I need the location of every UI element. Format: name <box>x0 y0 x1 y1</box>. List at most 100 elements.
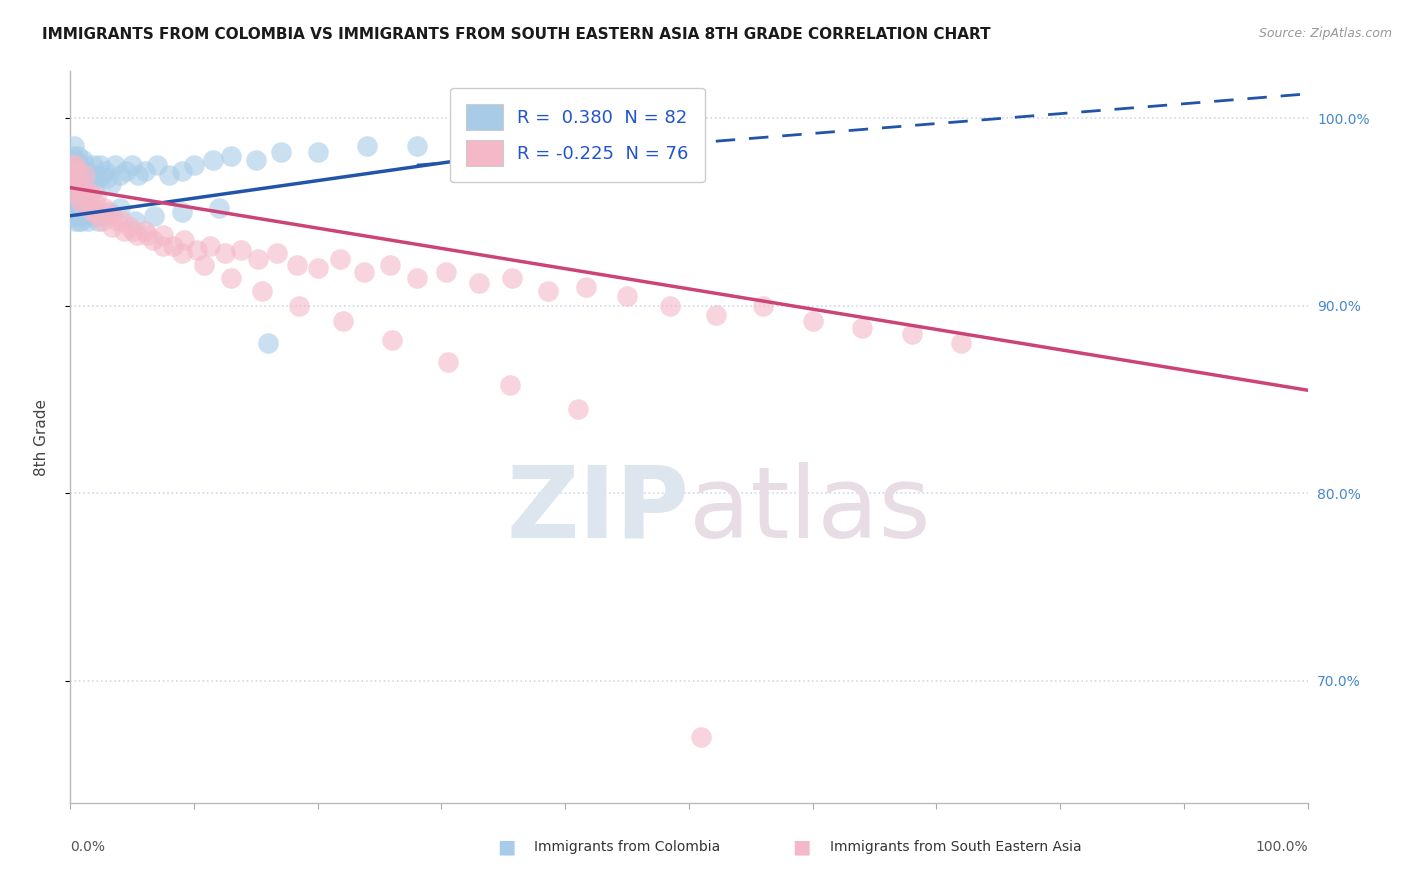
Point <box>86 214 108 228</box>
Point <box>76 201 98 215</box>
Point <box>704 308 727 322</box>
Point <box>332 314 354 328</box>
Point <box>186 243 208 257</box>
Point <box>405 139 427 153</box>
Point <box>257 336 280 351</box>
Point <box>118 220 141 235</box>
Point <box>75 209 97 223</box>
Point <box>65 168 87 182</box>
Point <box>121 158 143 172</box>
Point <box>75 190 97 204</box>
Point <box>193 258 215 272</box>
Point <box>65 153 87 167</box>
Point <box>76 186 98 201</box>
Point <box>69 177 91 191</box>
Point <box>219 149 242 163</box>
Point <box>288 299 311 313</box>
Point <box>201 153 224 167</box>
Point <box>67 158 90 172</box>
Text: ■: ■ <box>792 838 811 857</box>
Point <box>62 177 84 191</box>
Point <box>65 214 87 228</box>
Y-axis label: 8th Grade: 8th Grade <box>35 399 49 475</box>
Point <box>82 205 104 219</box>
Point <box>162 239 184 253</box>
Point <box>62 171 84 186</box>
Point <box>152 239 174 253</box>
Point <box>285 258 308 272</box>
Point <box>65 163 87 178</box>
Point <box>101 220 124 235</box>
Point <box>62 158 84 172</box>
Point <box>96 205 118 219</box>
Point <box>100 177 122 191</box>
Point <box>65 186 87 201</box>
Point <box>65 190 87 204</box>
Point <box>950 336 973 351</box>
Point <box>250 284 273 298</box>
Point <box>173 233 195 247</box>
Point <box>105 214 128 228</box>
Point <box>307 261 329 276</box>
Point <box>198 239 221 253</box>
Point <box>136 227 159 242</box>
Point <box>66 209 89 223</box>
Point <box>616 289 638 303</box>
Point <box>91 214 114 228</box>
Point <box>170 246 193 260</box>
Point <box>247 252 270 266</box>
Point <box>567 401 589 416</box>
Point <box>66 149 89 163</box>
Point <box>79 209 101 223</box>
Point <box>270 145 292 159</box>
Point <box>72 177 94 191</box>
Point <box>405 270 427 285</box>
Point <box>66 186 89 201</box>
Point <box>69 168 91 182</box>
Point <box>82 158 104 172</box>
Point <box>219 270 242 285</box>
Point <box>75 168 97 182</box>
Point <box>69 180 91 194</box>
Point <box>84 195 107 210</box>
Point <box>467 277 489 291</box>
Point <box>65 158 87 172</box>
Point <box>537 284 560 298</box>
Point <box>127 168 149 182</box>
Point <box>436 265 458 279</box>
Text: Source: ZipAtlas.com: Source: ZipAtlas.com <box>1258 27 1392 40</box>
Point <box>66 171 89 186</box>
Point <box>659 299 682 313</box>
Point <box>157 168 180 182</box>
Point <box>84 190 107 204</box>
Point <box>436 355 458 369</box>
Point <box>79 186 101 201</box>
Point <box>142 233 165 247</box>
Text: 100.0%: 100.0% <box>1256 840 1308 855</box>
Point <box>456 134 478 148</box>
Point <box>63 177 86 191</box>
Point <box>98 205 121 219</box>
Point <box>183 158 205 172</box>
Point <box>152 227 174 242</box>
Point <box>229 243 252 257</box>
Point <box>83 180 105 194</box>
Point <box>87 209 110 223</box>
Point <box>111 214 134 228</box>
Point <box>79 168 101 182</box>
Point <box>108 201 131 215</box>
Point <box>124 214 146 228</box>
Point <box>67 173 90 187</box>
Point <box>76 214 98 228</box>
Point <box>851 321 873 335</box>
Point <box>266 246 288 260</box>
Point <box>134 163 156 178</box>
Point <box>112 224 135 238</box>
Legend: R =  0.380  N = 82, R = -0.225  N = 76: R = 0.380 N = 82, R = -0.225 N = 76 <box>450 87 704 182</box>
Point <box>143 209 166 223</box>
Point <box>70 190 93 204</box>
Point <box>89 158 111 172</box>
Point <box>900 326 922 341</box>
Point <box>62 209 84 223</box>
Point <box>83 201 105 215</box>
